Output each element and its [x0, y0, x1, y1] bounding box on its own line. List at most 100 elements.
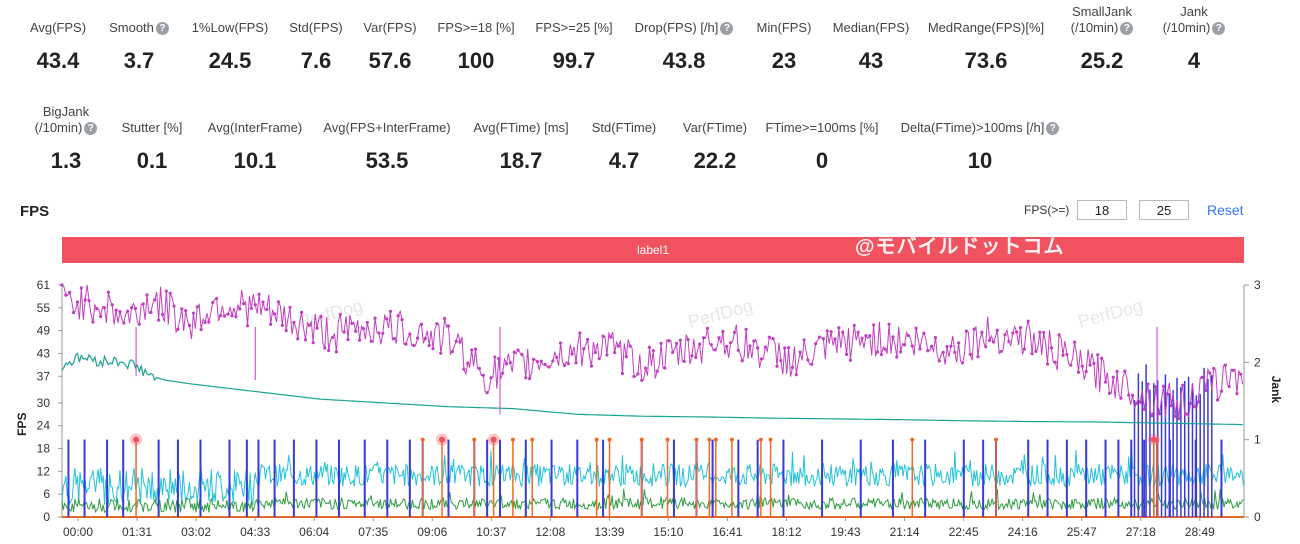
fps-point[interactable] — [1069, 363, 1073, 367]
fps-point[interactable] — [342, 330, 346, 334]
fps-point[interactable] — [1038, 330, 1042, 334]
fps-point[interactable] — [265, 307, 269, 312]
fps-point[interactable] — [404, 342, 408, 346]
small-jank-dot[interactable] — [639, 437, 644, 442]
fps-point[interactable] — [361, 326, 366, 331]
fps-point[interactable] — [118, 310, 122, 314]
big-jank-dot[interactable] — [1150, 436, 1157, 443]
fps-point[interactable] — [126, 309, 130, 313]
fps-point[interactable] — [987, 338, 992, 343]
fps-point[interactable] — [883, 347, 887, 351]
fps-point[interactable] — [984, 345, 988, 349]
fps-point[interactable] — [83, 298, 87, 302]
small-jank-dot[interactable] — [665, 437, 670, 442]
fps-point[interactable] — [71, 311, 76, 315]
fps-point[interactable] — [887, 322, 891, 326]
fps-point[interactable] — [566, 362, 570, 366]
fps-point[interactable] — [609, 335, 613, 339]
fps-point[interactable] — [671, 350, 675, 354]
fps-point[interactable] — [1231, 368, 1235, 372]
fps-point[interactable] — [1142, 407, 1146, 412]
fps-point[interactable] — [1150, 414, 1154, 418]
fps-point[interactable] — [1030, 352, 1034, 356]
fps-point[interactable] — [357, 338, 362, 342]
fps-point[interactable] — [524, 376, 528, 380]
fps-point[interactable] — [779, 359, 783, 363]
fps-point[interactable] — [1011, 331, 1015, 335]
fps-point[interactable] — [354, 329, 358, 333]
fps-point[interactable] — [690, 354, 694, 358]
fps-point[interactable] — [141, 302, 145, 306]
fps-point[interactable] — [1084, 369, 1088, 374]
fps-point[interactable] — [1022, 347, 1026, 351]
fps-point[interactable] — [149, 310, 153, 314]
fps-point[interactable] — [701, 336, 706, 340]
fps-point[interactable] — [1196, 400, 1200, 404]
fps-point[interactable] — [957, 341, 961, 345]
fps-point[interactable] — [1134, 401, 1139, 405]
fps-point[interactable] — [999, 349, 1003, 354]
fps-point[interactable] — [1219, 389, 1224, 393]
fps-point[interactable] — [454, 339, 458, 343]
small-jank-dot[interactable] — [758, 437, 763, 442]
fps-point[interactable] — [1227, 384, 1231, 389]
fps-point[interactable] — [740, 359, 744, 363]
fps-point[interactable] — [968, 352, 972, 356]
reset-button[interactable]: Reset — [1207, 202, 1244, 218]
fps-point[interactable] — [1045, 362, 1050, 366]
fps-point[interactable] — [102, 306, 107, 310]
fps-point[interactable] — [547, 365, 551, 369]
fps-point[interactable] — [199, 327, 203, 332]
fps-point[interactable] — [632, 374, 636, 379]
fps-point[interactable] — [153, 298, 157, 302]
fps-point[interactable] — [334, 350, 339, 354]
fps-point[interactable] — [133, 306, 138, 311]
fps-point[interactable] — [400, 317, 404, 322]
fps-point[interactable] — [1107, 391, 1111, 395]
fps-point[interactable] — [1100, 356, 1104, 360]
fps-point[interactable] — [319, 314, 323, 319]
fps-point[interactable] — [481, 373, 485, 377]
fps-point[interactable] — [810, 362, 814, 366]
fps-point[interactable] — [412, 343, 416, 348]
fps-point[interactable] — [443, 316, 447, 321]
fps-point[interactable] — [1123, 369, 1127, 373]
fps-point[interactable] — [628, 344, 632, 348]
fps-point[interactable] — [1057, 333, 1061, 337]
fps-point[interactable] — [933, 336, 938, 340]
fps-point[interactable] — [1165, 392, 1169, 396]
fps-point[interactable] — [817, 335, 822, 339]
fps-point[interactable] — [392, 337, 396, 341]
fps-point[interactable] — [489, 376, 493, 380]
fps-point[interactable] — [848, 358, 853, 362]
small-jank-dot[interactable] — [729, 437, 734, 442]
fps-point[interactable] — [964, 329, 968, 333]
fps-point[interactable] — [574, 361, 578, 365]
help-icon[interactable]: ? — [84, 122, 98, 136]
fps-point[interactable] — [790, 365, 795, 370]
fps-point[interactable] — [543, 362, 547, 367]
fps-point[interactable] — [814, 342, 818, 346]
fps-point[interactable] — [806, 358, 810, 362]
fps-point[interactable] — [605, 353, 609, 357]
fps-point[interactable] — [686, 337, 690, 342]
fps-point[interactable] — [160, 312, 165, 317]
help-icon[interactable]: ? — [1212, 22, 1226, 36]
fps-point[interactable] — [381, 331, 385, 336]
fps-point[interactable] — [875, 350, 880, 354]
fps-point[interactable] — [891, 335, 895, 339]
fps-point[interactable] — [767, 335, 771, 339]
fps-point[interactable] — [222, 314, 226, 318]
fps-point[interactable] — [1130, 393, 1135, 397]
fps-point[interactable] — [415, 336, 420, 340]
fps-point[interactable] — [555, 355, 559, 359]
fps-point[interactable] — [856, 330, 860, 334]
fps-point[interactable] — [620, 371, 625, 376]
fps-point[interactable] — [164, 289, 168, 293]
fps-point[interactable] — [705, 326, 710, 330]
fps-point[interactable] — [280, 323, 284, 327]
fps-point[interactable] — [234, 315, 238, 319]
fps-point[interactable] — [1181, 383, 1185, 387]
fps-point[interactable] — [493, 355, 497, 359]
